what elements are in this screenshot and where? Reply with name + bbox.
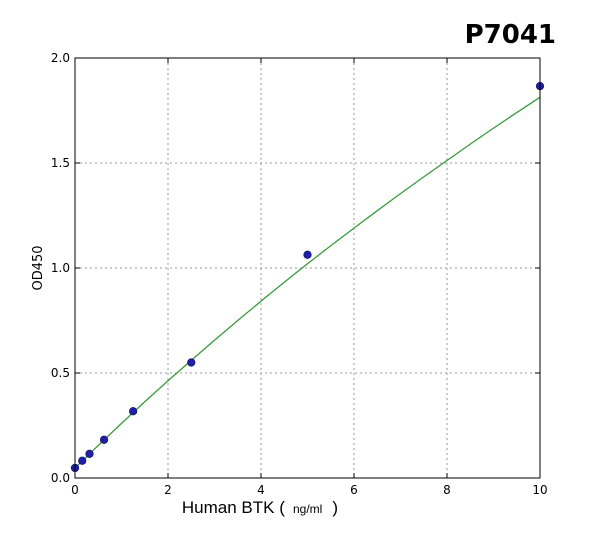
grid: [75, 58, 540, 478]
x-tick-label: 4: [257, 483, 265, 497]
points-layer: [70, 82, 545, 473]
x-axis-label-main: Human BTK (: [182, 498, 285, 517]
data-point: [78, 456, 87, 465]
data-point: [85, 449, 94, 458]
x-tick-label: 6: [350, 483, 358, 497]
plot-frame: [74, 57, 541, 479]
x-tick-label: 0: [71, 483, 79, 497]
x-axis-label-unit: ng/ml: [293, 502, 322, 516]
x-tick-label: 8: [443, 483, 451, 497]
data-point: [303, 250, 312, 259]
y-tick-label: 0.5: [51, 366, 70, 380]
x-tick-label: 10: [532, 483, 547, 497]
y-axis-label: OD450: [31, 245, 46, 290]
fit-curve-line: [74, 96, 541, 469]
data-point: [129, 407, 138, 416]
chart-title: P7041: [465, 20, 556, 50]
x-axis-label: Human BTK ( ng/ml ): [182, 498, 338, 517]
fit-curve-layer: [74, 96, 541, 469]
x-tick-label: 2: [164, 483, 172, 497]
y-tick-label: 2.0: [51, 51, 70, 65]
y-tick-label: 1.5: [51, 156, 70, 170]
y-tick-label: 0.0: [51, 471, 70, 485]
x-axis-label-close: ): [332, 498, 338, 517]
data-point: [187, 358, 196, 367]
y-tick-label: 1.0: [51, 261, 70, 275]
data-point: [99, 435, 109, 444]
ticks: 0 2 4 6 8 10 0.0 0.5 1.0 1.5 2.0: [51, 51, 548, 497]
